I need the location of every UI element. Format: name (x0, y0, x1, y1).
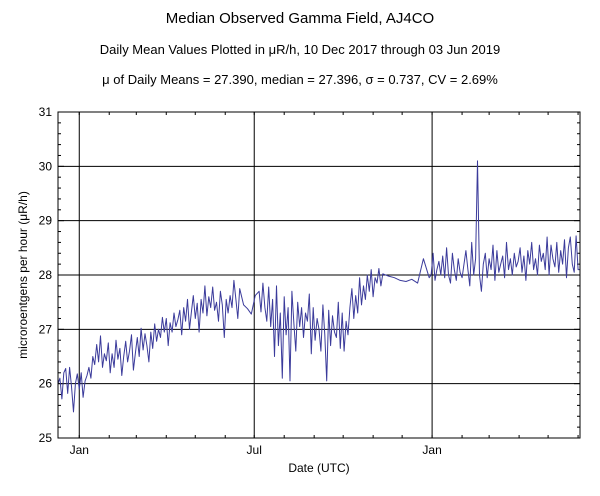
chart-title: Median Observed Gamma Field, AJ4CO (165, 10, 435, 27)
y-tick-label: 30 (39, 159, 53, 173)
y-tick-label: 26 (39, 377, 53, 391)
series-group (57, 160, 580, 413)
chart-stats: μ of Daily Means = 27.390, median = 27.3… (102, 72, 498, 87)
x-tick-label: Jan (70, 443, 89, 457)
y-tick-label: 31 (39, 105, 53, 119)
y-tick-label: 27 (39, 322, 53, 336)
series-line (57, 160, 580, 413)
y-tick-label: 29 (39, 214, 53, 228)
x-tick-label: Jan (422, 443, 441, 457)
y-tick-labels: 25 26 27 28 29 30 31 (39, 105, 53, 445)
y-axis-label: microroentgens per hour (μR/h) (16, 191, 30, 359)
chart-subtitle: Daily Mean Values Plotted in μR/h, 10 De… (99, 42, 501, 57)
x-axis-label: Date (UTC) (288, 461, 349, 475)
plot-frame (57, 111, 581, 439)
grid-lines (58, 112, 580, 438)
y-tick-label: 28 (39, 268, 53, 282)
y-tick-label: 25 (39, 431, 53, 445)
x-tick-labels: Jan Jul Jan (70, 443, 442, 457)
x-tick-label: Jul (247, 443, 262, 457)
